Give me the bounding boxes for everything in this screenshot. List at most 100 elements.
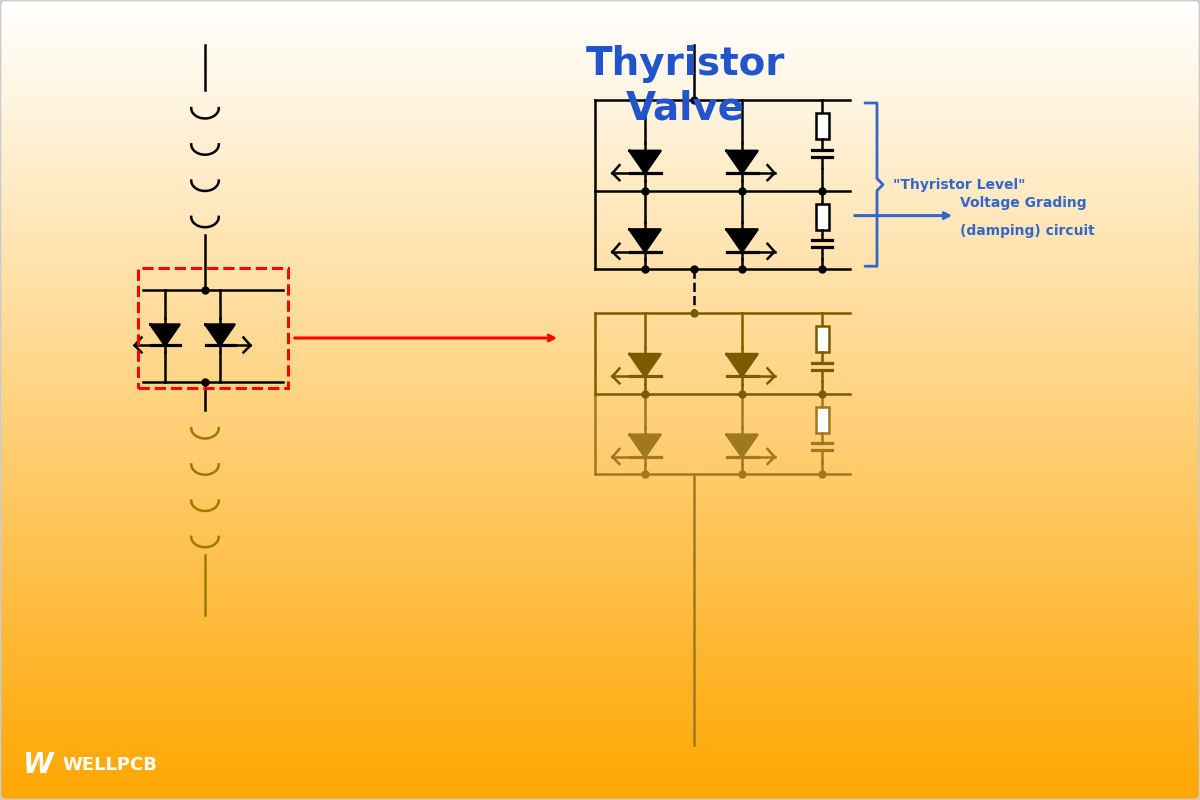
Bar xyxy=(0,692,1200,696)
Bar xyxy=(0,84,1200,88)
Bar xyxy=(0,136,1200,140)
Bar xyxy=(0,64,1200,68)
Bar xyxy=(0,308,1200,312)
Bar xyxy=(0,648,1200,652)
Polygon shape xyxy=(726,230,757,252)
Bar xyxy=(0,344,1200,348)
Bar xyxy=(0,352,1200,356)
Bar xyxy=(0,268,1200,272)
Bar xyxy=(0,696,1200,700)
Bar xyxy=(0,24,1200,28)
Bar xyxy=(0,356,1200,360)
Bar xyxy=(0,624,1200,628)
Bar xyxy=(0,676,1200,680)
Bar xyxy=(0,564,1200,568)
Bar xyxy=(0,536,1200,540)
Bar xyxy=(0,560,1200,564)
Polygon shape xyxy=(205,325,234,346)
Bar xyxy=(0,420,1200,424)
Bar xyxy=(816,113,828,139)
Bar xyxy=(0,312,1200,316)
Bar xyxy=(0,372,1200,376)
Bar xyxy=(0,32,1200,36)
Bar xyxy=(0,664,1200,668)
Bar xyxy=(0,620,1200,624)
Bar xyxy=(0,132,1200,136)
Bar xyxy=(0,656,1200,660)
Bar xyxy=(0,252,1200,256)
Bar xyxy=(0,784,1200,788)
Bar xyxy=(0,636,1200,640)
Bar xyxy=(0,76,1200,80)
Bar xyxy=(0,172,1200,176)
Bar xyxy=(0,328,1200,332)
Bar xyxy=(0,48,1200,52)
Bar xyxy=(0,52,1200,56)
Bar xyxy=(0,668,1200,672)
Bar xyxy=(0,396,1200,400)
Bar xyxy=(0,380,1200,384)
Bar xyxy=(0,368,1200,372)
Bar xyxy=(0,104,1200,108)
Bar xyxy=(0,568,1200,572)
Bar xyxy=(0,464,1200,468)
Bar xyxy=(0,640,1200,644)
Bar xyxy=(0,8,1200,12)
Bar xyxy=(0,528,1200,532)
Bar xyxy=(0,260,1200,264)
Bar xyxy=(0,612,1200,616)
Bar xyxy=(0,148,1200,152)
Text: W: W xyxy=(22,751,53,779)
Bar xyxy=(0,248,1200,252)
Bar xyxy=(0,552,1200,556)
Bar xyxy=(0,484,1200,488)
Bar xyxy=(0,72,1200,76)
Bar xyxy=(0,288,1200,292)
Bar xyxy=(0,732,1200,736)
Bar xyxy=(0,292,1200,296)
Bar xyxy=(0,360,1200,364)
Bar xyxy=(0,256,1200,260)
Bar xyxy=(0,16,1200,20)
Bar xyxy=(0,208,1200,212)
Bar xyxy=(0,320,1200,324)
Bar xyxy=(0,432,1200,436)
Bar xyxy=(0,392,1200,396)
Bar xyxy=(0,736,1200,740)
Bar xyxy=(0,284,1200,288)
Text: Thyristor
Valve: Thyristor Valve xyxy=(586,45,785,127)
Bar xyxy=(0,364,1200,368)
Bar xyxy=(0,88,1200,92)
Bar xyxy=(0,428,1200,432)
Bar xyxy=(0,752,1200,756)
Bar xyxy=(0,500,1200,504)
Bar xyxy=(0,592,1200,596)
Bar xyxy=(0,144,1200,148)
Text: WELLPCB: WELLPCB xyxy=(62,756,157,774)
Polygon shape xyxy=(630,434,660,457)
Bar xyxy=(0,80,1200,84)
Bar xyxy=(0,616,1200,620)
Bar xyxy=(0,672,1200,676)
Bar xyxy=(0,468,1200,472)
Bar xyxy=(0,596,1200,600)
Bar xyxy=(0,724,1200,728)
Bar xyxy=(0,324,1200,328)
Bar xyxy=(0,760,1200,764)
Bar xyxy=(0,408,1200,412)
Bar xyxy=(0,740,1200,744)
Bar xyxy=(0,772,1200,776)
Bar xyxy=(0,164,1200,168)
Bar xyxy=(0,300,1200,304)
Bar xyxy=(0,704,1200,708)
Bar xyxy=(0,412,1200,416)
Bar xyxy=(0,140,1200,144)
Bar xyxy=(0,684,1200,688)
Text: Voltage Grading: Voltage Grading xyxy=(960,196,1087,210)
Bar xyxy=(0,456,1200,460)
Bar xyxy=(0,756,1200,760)
Bar xyxy=(0,588,1200,592)
Bar xyxy=(0,400,1200,404)
Bar xyxy=(0,516,1200,520)
Bar xyxy=(0,532,1200,536)
